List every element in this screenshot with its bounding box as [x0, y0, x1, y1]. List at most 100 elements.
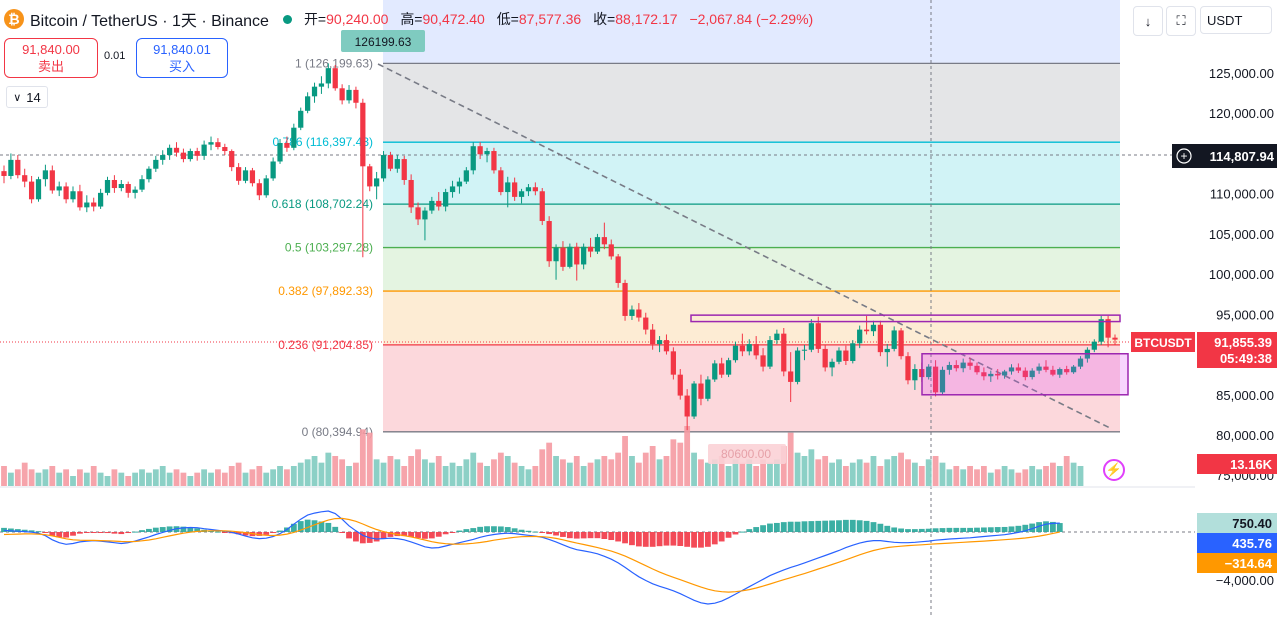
volume-bar — [428, 462, 435, 486]
macd-histogram-bar — [746, 529, 753, 532]
crosshair-price: 114,807.94 — [1210, 149, 1275, 164]
macd-histogram-bar — [311, 520, 318, 532]
volume-bar — [491, 459, 497, 486]
volume-bar — [767, 462, 773, 486]
candle — [263, 178, 269, 196]
candle — [788, 371, 794, 382]
macd-histogram-bar — [187, 527, 194, 532]
volume-bar — [152, 469, 159, 486]
volume-bar — [801, 456, 808, 486]
macd-histogram-bar — [484, 526, 490, 532]
candle — [932, 366, 939, 393]
candle — [325, 68, 331, 84]
candle — [836, 350, 842, 362]
candle — [463, 170, 469, 182]
currency-select[interactable]: USDT — [1200, 6, 1272, 34]
candle — [912, 369, 918, 381]
macd-histogram-bar — [42, 532, 49, 534]
volume-bar — [353, 462, 359, 486]
candle — [353, 89, 359, 103]
volume-bar — [932, 456, 939, 486]
macd-histogram-bar — [277, 530, 283, 532]
resistance-box — [690, 314, 1121, 323]
macd-histogram-bar — [1029, 523, 1036, 532]
volume-bar — [90, 466, 97, 486]
macd-histogram-bar — [663, 532, 670, 546]
candle — [656, 340, 663, 345]
macd-histogram-bar — [318, 521, 325, 532]
volume-bar — [829, 462, 835, 486]
volume-bar — [822, 456, 829, 486]
buy-label: 买入 — [168, 59, 195, 74]
macd-histogram-bar — [215, 531, 221, 533]
candle — [877, 324, 884, 353]
macd-histogram-bar — [856, 520, 863, 532]
candle — [111, 179, 118, 189]
candle — [746, 344, 752, 352]
macd-histogram-bar — [704, 532, 711, 547]
lightning-icon[interactable]: ⚡ — [1103, 459, 1125, 481]
buy-button[interactable]: 91,840.01 买入 — [136, 38, 228, 78]
candle — [1050, 369, 1056, 375]
macd-histogram-bar — [428, 532, 435, 539]
candle — [374, 178, 380, 187]
candle — [732, 345, 739, 361]
candle — [712, 363, 718, 380]
volume-bar — [208, 472, 214, 486]
macd-histogram-bar — [263, 532, 270, 535]
signal-line — [3, 517, 1060, 593]
sell-button[interactable]: 91,840.00 卖出 — [4, 38, 98, 78]
macd-histogram-bar — [166, 526, 173, 532]
volume-bar — [394, 459, 401, 486]
candle — [132, 189, 138, 193]
candle — [760, 355, 766, 367]
candle — [988, 373, 994, 377]
candle — [946, 365, 953, 370]
volume-bar — [787, 432, 794, 486]
fib-zone-4 — [383, 291, 1120, 345]
volume-bar — [1036, 469, 1042, 486]
symbol-title[interactable]: Bitcoin / TetherUS · 1天 · Binance — [30, 13, 269, 30]
macd-histogram-bar — [960, 527, 967, 532]
candle — [394, 159, 400, 169]
candle — [436, 200, 442, 207]
candle — [256, 183, 262, 196]
volume-bar — [753, 466, 760, 486]
macd-histogram-bar — [1049, 521, 1056, 532]
volume-indicator-toggle[interactable]: ∨ 14 — [6, 86, 48, 108]
volume-bar — [870, 456, 877, 486]
candle — [91, 202, 97, 207]
candle — [725, 360, 732, 375]
crosshair-badge-bg — [1172, 144, 1277, 168]
volume-bar — [656, 459, 663, 486]
macd-histogram-bar — [532, 531, 539, 533]
candle — [118, 184, 124, 189]
volume-bar — [56, 472, 63, 486]
volume-bar — [760, 459, 766, 486]
candle — [477, 146, 483, 155]
macd-histogram-bar — [401, 532, 408, 537]
volume-bar — [925, 459, 932, 486]
macd-histogram-bar — [525, 530, 532, 532]
volume-bar — [1063, 456, 1070, 486]
volume-bar — [63, 469, 70, 486]
candle — [242, 170, 249, 181]
fullscreen-icon[interactable]: ⛶ — [1166, 6, 1196, 36]
volume-bar — [911, 462, 918, 486]
volume-bar — [21, 462, 28, 486]
candle — [719, 363, 725, 375]
candle — [794, 350, 801, 382]
volume-bar — [780, 446, 787, 486]
download-icon[interactable]: ↓ — [1133, 6, 1163, 36]
candle — [173, 147, 180, 153]
candle — [298, 110, 304, 128]
macd-histogram-bar — [28, 530, 35, 532]
candle — [857, 329, 863, 344]
macd-histogram-bar — [359, 532, 366, 544]
volume-bar — [42, 469, 49, 486]
candle — [663, 340, 670, 352]
macd-histogram-bar — [656, 532, 663, 547]
macd-histogram-bar — [339, 532, 346, 533]
macd-histogram-bar — [987, 527, 994, 532]
